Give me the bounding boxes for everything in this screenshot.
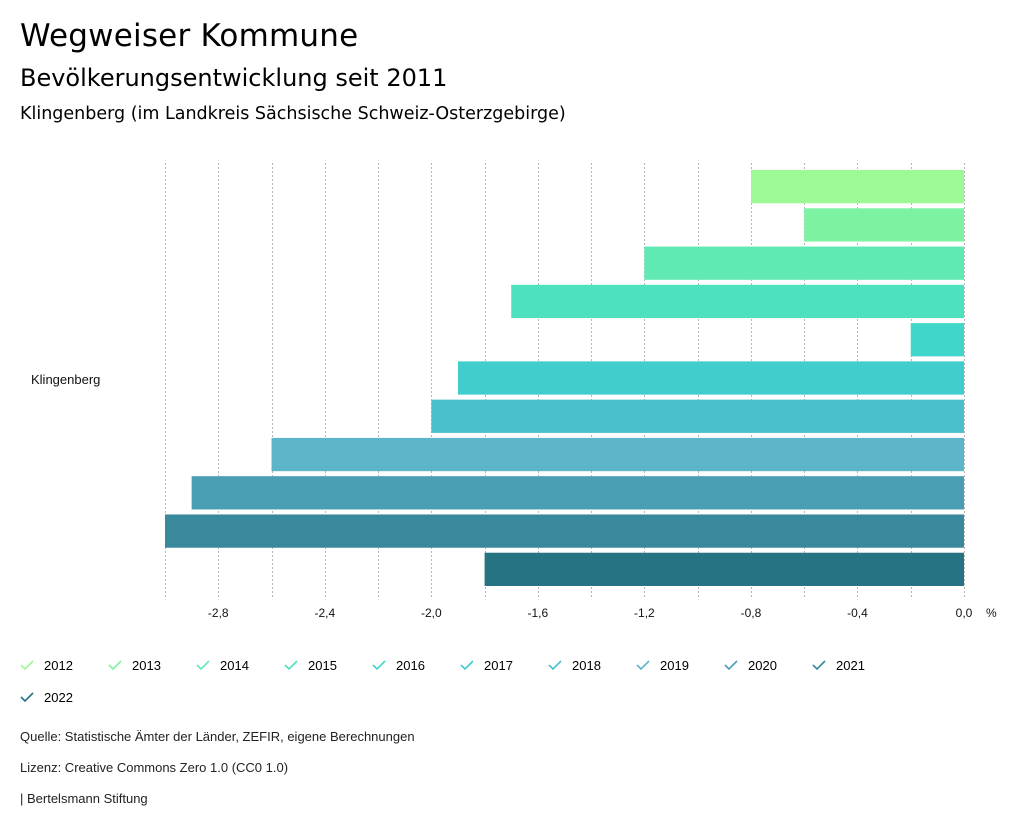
source-text: Quelle: Statistische Ämter der Länder, Z… [20, 729, 415, 744]
legend-label: 2022 [44, 689, 73, 705]
bar-2020[interactable] [191, 476, 965, 510]
checkmark-icon [196, 660, 210, 671]
legend-label: 2021 [836, 657, 865, 673]
x-tick-label: -2,0 [421, 606, 442, 620]
legend-item-2019[interactable]: 2019 [636, 652, 689, 678]
checkmark-icon [812, 660, 826, 671]
legend-label: 2018 [572, 657, 601, 673]
region-label: Klingenberg (im Landkreis Sächsische Sch… [20, 104, 566, 124]
x-tick-label: 0,0 [956, 606, 973, 620]
legend-item-2021[interactable]: 2021 [812, 652, 865, 678]
bar-2021[interactable] [165, 514, 964, 548]
legend-item-2020[interactable]: 2020 [724, 652, 777, 678]
x-axis-ticks: -2,8 -2,4 -2,0 -1,6 -1,2 -0,8 -0,4 0,0 [208, 606, 973, 620]
category-label: Klingenberg [31, 372, 100, 387]
bar-2015[interactable] [511, 284, 964, 319]
legend-item-2015[interactable]: 2015 [284, 652, 337, 678]
checkmark-icon [724, 660, 738, 671]
x-tick-label: -1,2 [634, 606, 655, 620]
checkmark-icon [108, 660, 122, 671]
legend-label: 2014 [220, 657, 249, 673]
checkmark-icon [548, 660, 562, 671]
checkmark-icon [284, 660, 298, 671]
bar-2019[interactable] [271, 437, 964, 472]
chart-subtitle: Bevölkerungsentwicklung seit 2011 [20, 64, 448, 92]
legend-label: 2017 [484, 657, 513, 673]
legend-item-2022[interactable]: 2022 [20, 684, 73, 710]
legend-item-2016[interactable]: 2016 [372, 652, 425, 678]
checkmark-icon [372, 660, 386, 671]
x-tick-label: -2,8 [208, 606, 229, 620]
legend-item-2014[interactable]: 2014 [196, 652, 249, 678]
x-tick-label: -1,6 [528, 606, 549, 620]
x-tick-label: -0,4 [847, 606, 868, 620]
legend-label: 2019 [660, 657, 689, 673]
checkmark-icon [20, 692, 34, 703]
legend-item-2018[interactable]: 2018 [548, 652, 601, 678]
legend-label: 2012 [44, 657, 73, 673]
legend-label: 2013 [132, 657, 161, 673]
x-unit-label: % [986, 606, 997, 620]
app-title: Wegweiser Kommune [20, 18, 359, 54]
legend-label: 2016 [396, 657, 425, 673]
legend-item-2012[interactable]: 2012 [20, 652, 73, 678]
bars [165, 170, 965, 586]
checkmark-icon [636, 660, 650, 671]
bar-2013[interactable] [804, 208, 964, 242]
checkmark-icon [460, 660, 474, 671]
bar-2012[interactable] [750, 170, 964, 204]
legend-item-2013[interactable]: 2013 [108, 652, 161, 678]
x-tick-label: -0,8 [741, 606, 762, 620]
license-text: Lizenz: Creative Commons Zero 1.0 (CC0 1… [20, 760, 289, 775]
x-tick-label: -2,4 [314, 606, 335, 620]
legend-label: 2020 [748, 657, 777, 673]
publisher-text: | Bertelsmann Stiftung [20, 791, 148, 806]
bar-2022[interactable] [484, 552, 964, 586]
bar-2017[interactable] [457, 361, 964, 395]
bar-2018[interactable] [431, 399, 964, 433]
bar-2014[interactable] [644, 246, 964, 280]
bar-2016[interactable] [910, 323, 964, 357]
checkmark-icon [20, 660, 34, 671]
bar-chart: -2,8 -2,4 -2,0 -1,6 -1,2 -0,8 -0,4 0,0 Klingenb… [31, 163, 997, 620]
legend-item-2017[interactable]: 2017 [460, 652, 513, 678]
legend-label: 2015 [308, 657, 337, 673]
